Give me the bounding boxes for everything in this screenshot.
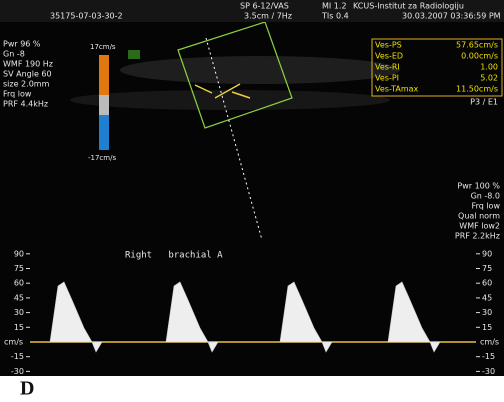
scale-label: 60: [482, 279, 492, 288]
scale-unit: cm/s: [4, 338, 23, 347]
left-param: Pwr 96 %: [3, 40, 41, 49]
right-param: Gn -8.0: [471, 192, 500, 201]
scale-label: 90: [482, 249, 492, 258]
datetime: 30.03.2007 03:36:59 PM: [402, 12, 501, 21]
ultrasound-image: D SP 6-12/VAS MI 1.2 KCUS-Institut za Radi…: [0, 0, 504, 402]
measurement-name: Ves-RI: [375, 63, 400, 72]
color-bar-bottom: -17cm/s: [88, 154, 116, 162]
left-param: WMF 190 Hz: [3, 60, 53, 69]
scale-label: 30: [482, 308, 492, 317]
spectrum-label: Right brachial A: [125, 251, 223, 261]
scale-label: -30: [482, 367, 495, 376]
right-param: Pwr 100 %: [457, 182, 500, 191]
tissue-band: [70, 90, 390, 110]
scale-label: 90: [14, 249, 24, 258]
scale-label: 15: [482, 323, 492, 332]
depth: 3.5cm / 7Hz: [244, 12, 292, 21]
measurement-name: Ves-TAmax: [375, 85, 419, 94]
left-param: Gn -8: [3, 50, 25, 59]
color-bar-positive: [99, 55, 109, 95]
mi: MI 1.2: [322, 2, 347, 11]
left-param: size 2.0mm: [3, 80, 50, 89]
left-param: Frq low: [3, 90, 32, 99]
scale-label: 60: [14, 279, 24, 288]
right-param: WMF low2: [459, 222, 500, 231]
probe: SP 6-12/VAS: [240, 2, 289, 11]
tissue-band: [120, 56, 400, 84]
tis: TIs 0.4: [321, 12, 349, 21]
scale-label: 30: [14, 308, 24, 317]
measurement-name: Ves-PS: [375, 41, 402, 50]
measurement-value: 5.02: [480, 74, 498, 83]
measurement-value: 57.65cm/s: [456, 41, 498, 50]
right-param: Frq low: [472, 202, 501, 211]
measurement-value: 1.00: [480, 63, 498, 72]
measurement-value: 11.50cm/s: [456, 85, 498, 94]
scale-label: 75: [482, 264, 492, 273]
scale-label: 15: [14, 323, 24, 332]
scale-label: -30: [11, 367, 24, 376]
patient-id: 35175-07-03-30-2: [50, 12, 123, 21]
scale-label: -15: [11, 352, 24, 361]
scale-label: 75: [14, 264, 24, 273]
color-bar-top: 17cm/s: [90, 43, 116, 51]
right-param: Qual norm: [458, 212, 500, 221]
left-param: SV Angle 60: [3, 70, 52, 79]
label-strip: [0, 376, 504, 402]
right-param: PRF 2.2kHz: [455, 232, 500, 241]
left-param: PRF 4.4kHz: [3, 100, 48, 109]
scale-label: 45: [482, 293, 492, 302]
color-bar-mid: [99, 95, 109, 115]
scale-unit: cm/s: [480, 338, 499, 347]
institution: KCUS-Institut za Radiologiju: [353, 2, 464, 11]
scale-label: 45: [14, 293, 24, 302]
scale-label: -15: [482, 352, 495, 361]
panel-label: D: [20, 378, 34, 400]
color-bar-negative: [99, 115, 109, 150]
measurement-name: Ves-PI: [375, 74, 399, 83]
probe-setting: P3 / E1: [470, 98, 498, 107]
measurement-value: 0.00cm/s: [461, 52, 498, 61]
mode-icon: [128, 50, 140, 59]
ultrasound-screen: D SP 6-12/VAS MI 1.2 KCUS-Institut za Radi…: [0, 0, 504, 402]
measurement-name: Ves-ED: [375, 52, 403, 61]
